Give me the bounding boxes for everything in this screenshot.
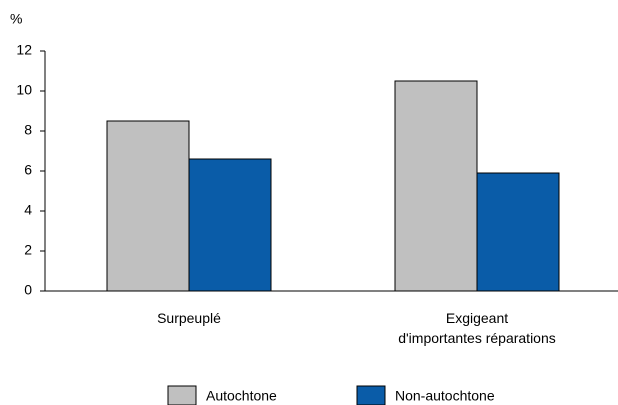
y-axis-label: % bbox=[10, 11, 22, 27]
x-tick-label: Exgigeant d'importantes réparations bbox=[398, 310, 556, 346]
y-tick-label: 6 bbox=[24, 162, 32, 178]
y-tick-label: 12 bbox=[16, 42, 32, 58]
bar bbox=[106, 120, 190, 292]
legend-swatch bbox=[167, 385, 197, 405]
y-tick-label: 10 bbox=[16, 82, 32, 98]
y-tick-label: 0 bbox=[24, 282, 32, 298]
bar bbox=[188, 158, 272, 292]
legend-label: Autochtone bbox=[206, 388, 277, 404]
y-tick-label: 2 bbox=[24, 242, 32, 258]
bar bbox=[476, 172, 560, 292]
legend-label: Non-autochtone bbox=[395, 388, 495, 404]
x-tick-label: Surpeuplé bbox=[157, 310, 221, 326]
y-tick-label: 8 bbox=[24, 122, 32, 138]
bar bbox=[394, 80, 478, 292]
y-tick-label: 4 bbox=[24, 202, 32, 218]
legend-swatch bbox=[356, 385, 386, 405]
